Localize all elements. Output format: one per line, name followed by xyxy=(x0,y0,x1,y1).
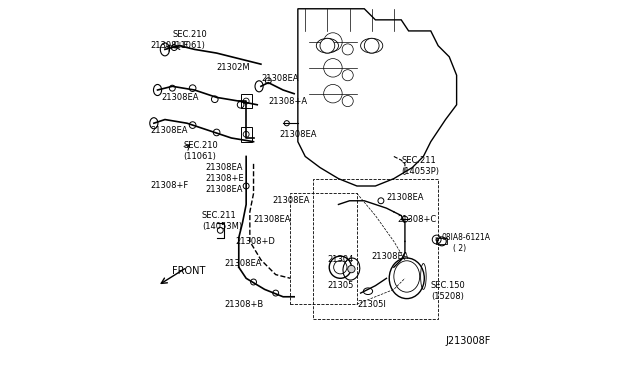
Text: 21308+A: 21308+A xyxy=(268,97,307,106)
Text: 21308+D: 21308+D xyxy=(235,237,275,246)
Text: 21304: 21304 xyxy=(328,255,354,264)
Text: SEC.211: SEC.211 xyxy=(202,211,237,220)
Text: 21308EA: 21308EA xyxy=(387,193,424,202)
Circle shape xyxy=(348,265,355,273)
Circle shape xyxy=(320,38,335,53)
Text: 8: 8 xyxy=(435,237,438,242)
Text: 21308EA: 21308EA xyxy=(224,259,262,268)
Text: 21308EA: 21308EA xyxy=(280,130,317,139)
Text: J213008F: J213008F xyxy=(445,336,491,346)
Text: 08IA8-6121A: 08IA8-6121A xyxy=(442,233,491,242)
Text: 21308EA: 21308EA xyxy=(205,163,243,172)
Text: SEC.210: SEC.210 xyxy=(172,30,207,39)
Text: 21308+E: 21308+E xyxy=(205,174,244,183)
Text: (15208): (15208) xyxy=(431,292,463,301)
Text: SEC.210: SEC.210 xyxy=(184,141,218,150)
Text: 21308+B: 21308+B xyxy=(224,300,263,309)
Text: 21308EA: 21308EA xyxy=(253,215,291,224)
Text: 21308EA: 21308EA xyxy=(261,74,298,83)
Text: 21308+F: 21308+F xyxy=(150,182,188,190)
Text: ( 2): ( 2) xyxy=(453,244,466,253)
Text: 21308+F: 21308+F xyxy=(150,41,188,50)
Text: FRONT: FRONT xyxy=(172,266,205,276)
FancyBboxPatch shape xyxy=(436,238,447,244)
Circle shape xyxy=(364,38,379,53)
Text: (11061): (11061) xyxy=(172,41,205,50)
Text: 21308EA: 21308EA xyxy=(205,185,243,194)
Text: 21305: 21305 xyxy=(328,281,354,290)
Text: SEC.211: SEC.211 xyxy=(401,155,436,165)
Text: (11061): (11061) xyxy=(184,152,216,161)
Text: 21302M: 21302M xyxy=(216,63,250,72)
Text: (14053M): (14053M) xyxy=(202,222,242,231)
Text: (14053P): (14053P) xyxy=(401,167,439,176)
Text: 21305I: 21305I xyxy=(357,300,386,309)
Text: SEC.150: SEC.150 xyxy=(431,281,465,290)
Text: 21308+C: 21308+C xyxy=(397,215,436,224)
Text: 21308EA: 21308EA xyxy=(161,93,199,102)
Text: 21308EA: 21308EA xyxy=(372,251,409,261)
Text: 21308EA: 21308EA xyxy=(150,126,188,135)
Text: 21308EA: 21308EA xyxy=(272,196,310,205)
